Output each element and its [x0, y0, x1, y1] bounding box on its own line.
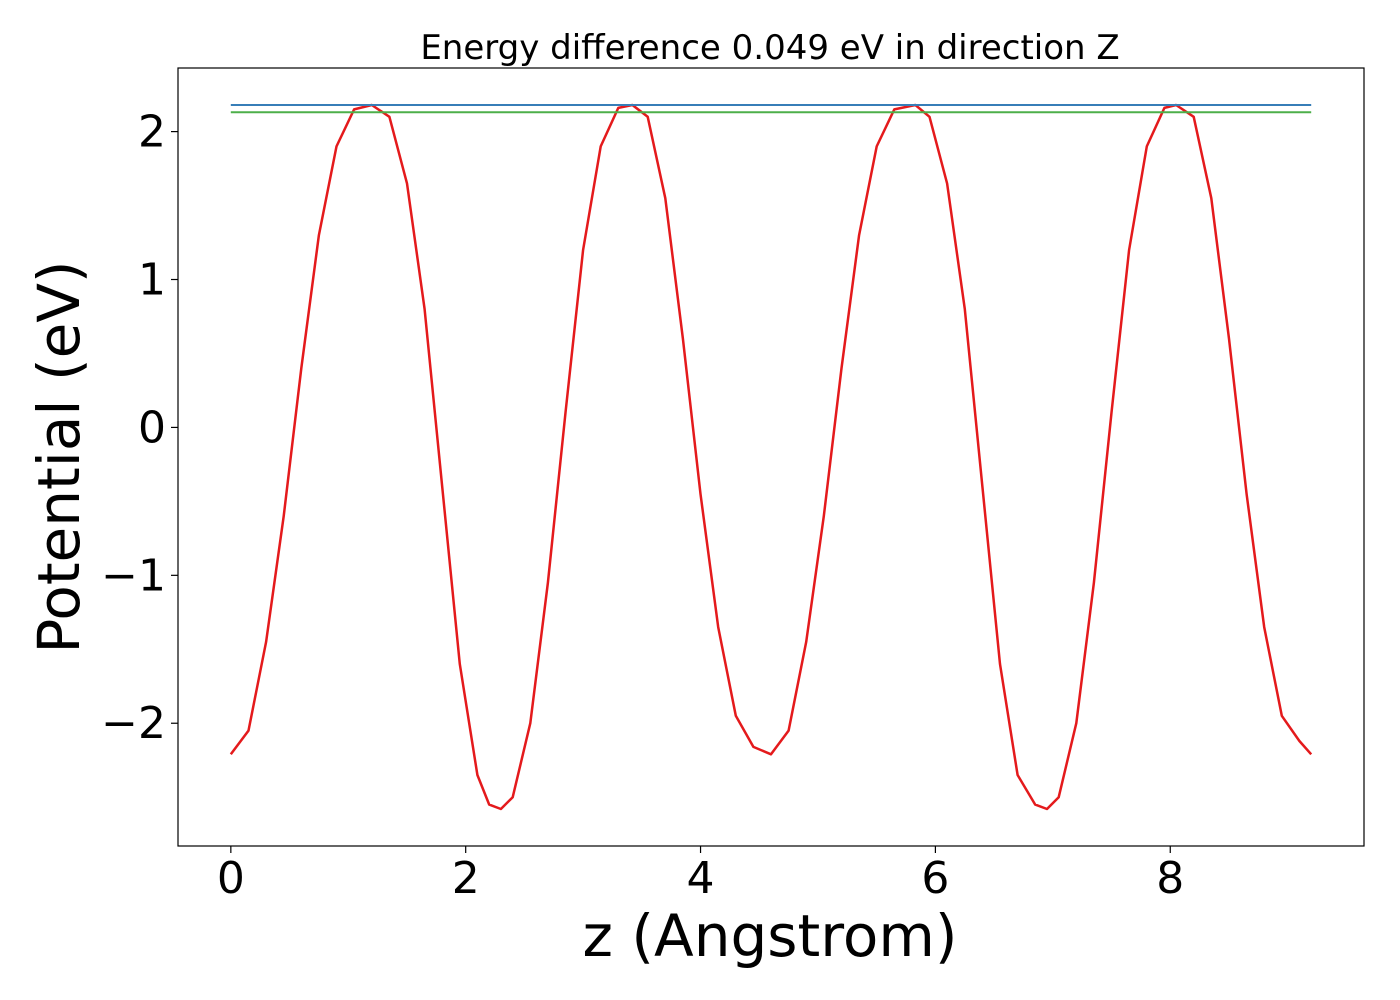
y-axis-label: Potential (eV) — [25, 260, 93, 653]
y-tick-label: 2 — [138, 107, 166, 158]
y-tick-label: 1 — [138, 255, 166, 306]
x-axis-label: z (Angstrom) — [583, 902, 958, 970]
y-tick-label: 0 — [138, 402, 166, 453]
x-tick-label: 8 — [1156, 853, 1184, 904]
plot-lines — [229, 103, 1313, 811]
chart-title: Energy difference 0.049 eV in direction … — [420, 28, 1119, 68]
x-tick-label: 4 — [687, 853, 715, 904]
series-line-0 — [229, 103, 1313, 811]
x-tick-label: 2 — [452, 853, 480, 904]
x-axis-ticks: 0 2 4 6 8 — [217, 846, 1184, 904]
y-tick-label: −1 — [101, 550, 166, 601]
y-axis-ticks: −2 −1 0 1 2 — [101, 107, 178, 749]
y-tick-label: −2 — [101, 698, 166, 749]
plot-frame — [177, 67, 1365, 847]
x-tick-label: 6 — [921, 853, 949, 904]
x-tick-label: 0 — [217, 853, 245, 904]
